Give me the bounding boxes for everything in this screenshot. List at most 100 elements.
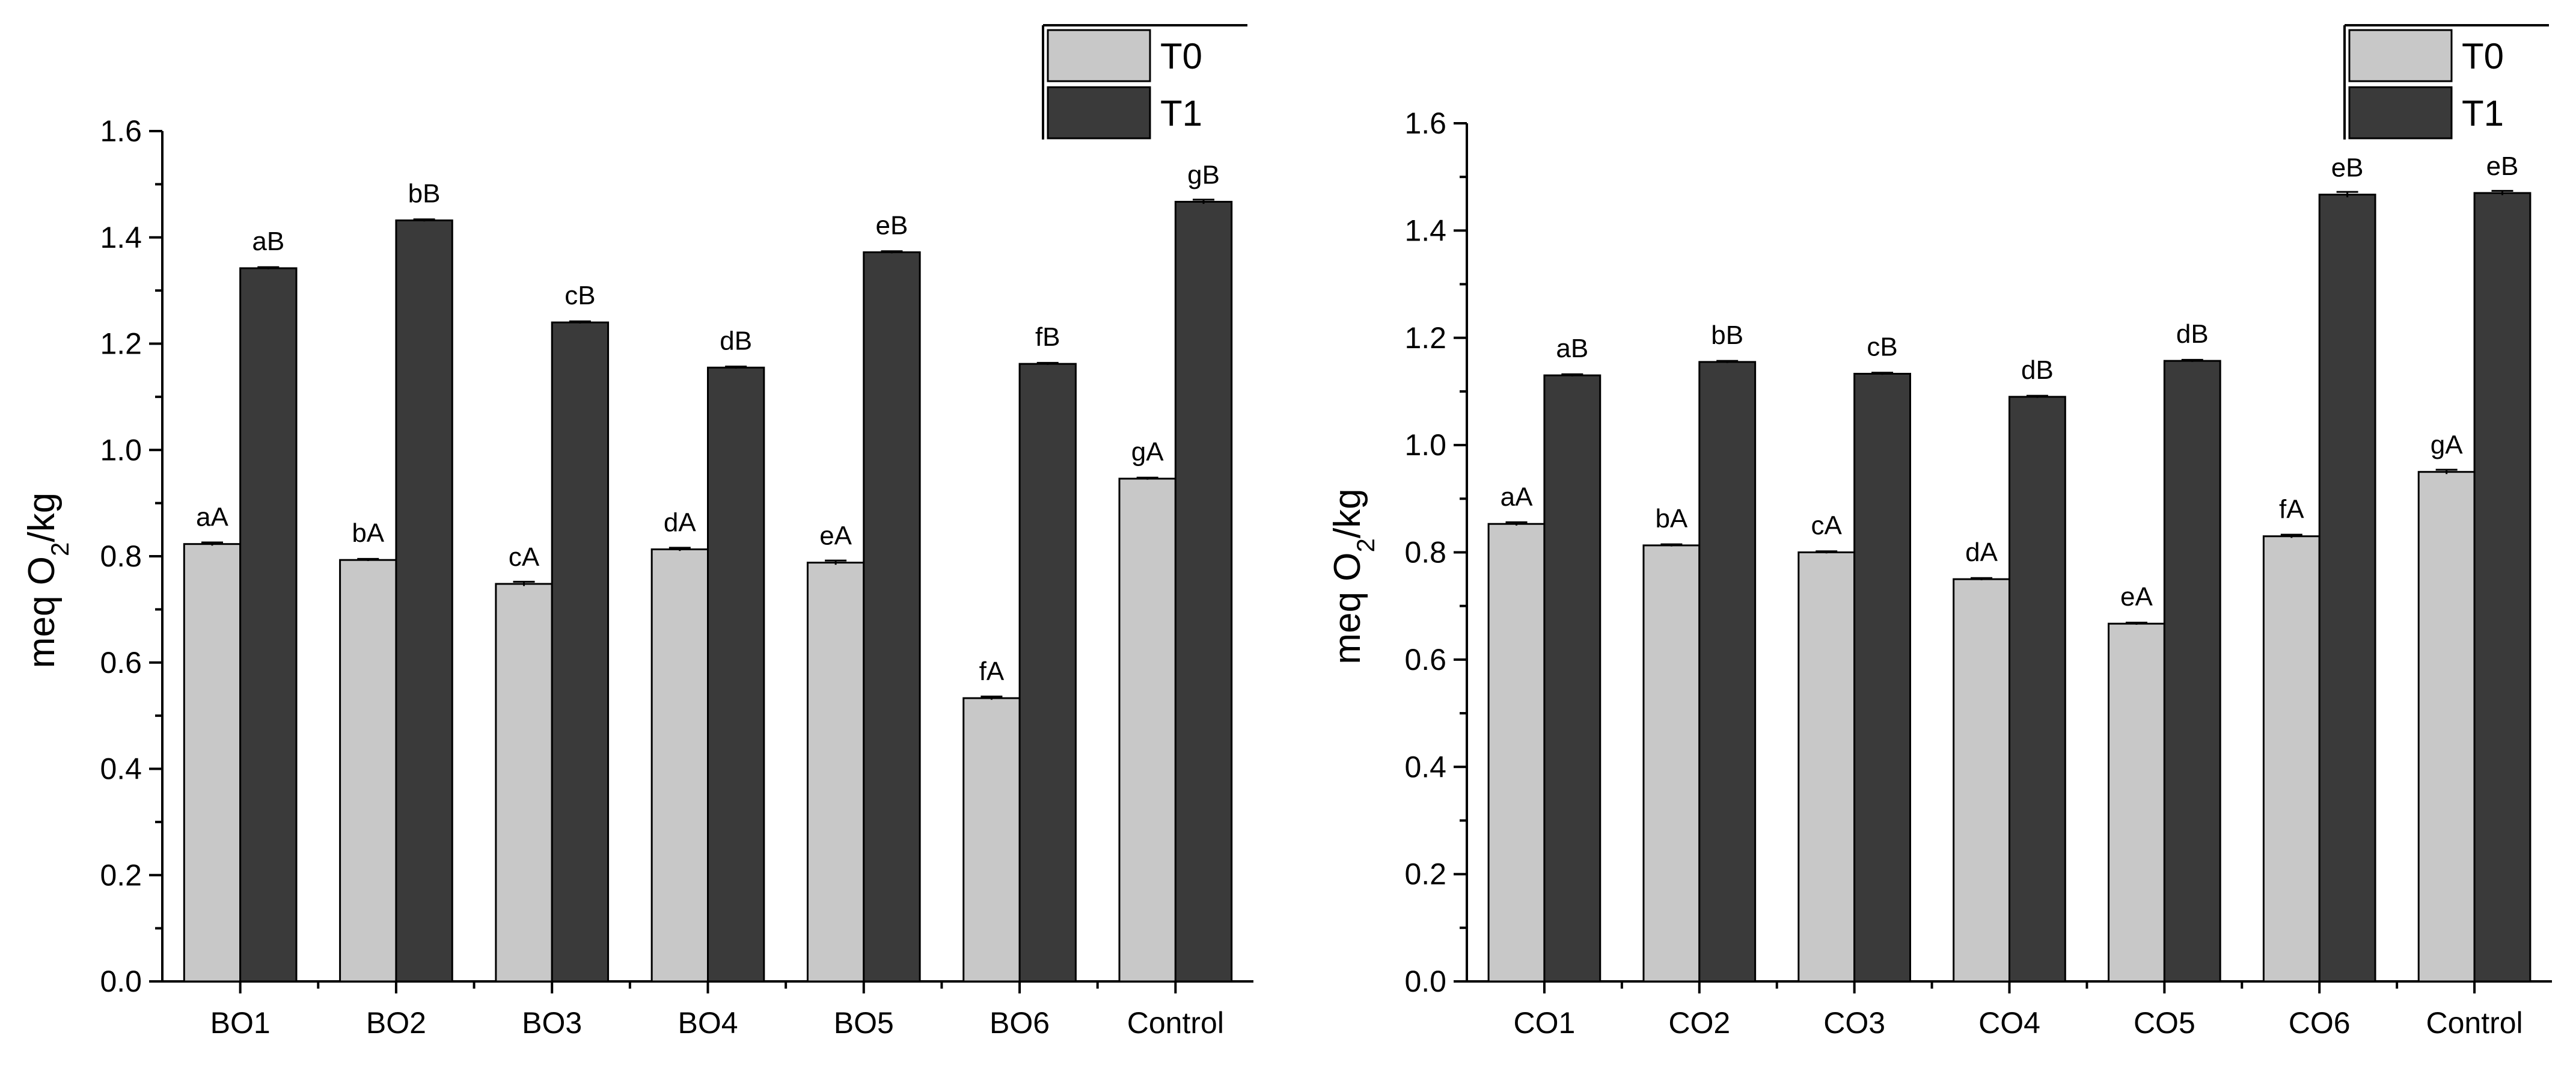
legend-swatch-t1	[1047, 86, 1151, 140]
bar-t1	[2163, 360, 2221, 983]
legend-swatch-t0	[2348, 29, 2453, 82]
bar-t0	[1487, 523, 1546, 983]
y-tick-label: 1.4	[1404, 213, 1446, 247]
bar-t1	[239, 267, 298, 983]
y-tick-label: 0.8	[100, 539, 142, 573]
y-tick-label: 0.6	[1404, 643, 1446, 677]
bar-t0	[1642, 544, 1701, 983]
y-tick-label: 1.2	[1404, 321, 1446, 355]
bar-t0	[1118, 477, 1176, 983]
bar-significance-label: cA	[1811, 511, 1843, 541]
bar-significance-label: bB	[408, 179, 441, 208]
bar-significance-label: dA	[664, 508, 696, 538]
bar-t0	[806, 562, 865, 983]
bar-t1	[1698, 361, 1757, 983]
bar-significance-label: eB	[876, 210, 908, 240]
y-axis-label-tail: /kg	[1327, 488, 1368, 538]
x-category-label: CO3	[1823, 1006, 1885, 1040]
x-category-label: CO1	[1514, 1006, 1576, 1040]
y-axis-label: meq O2/kg	[1327, 488, 1380, 664]
bar-t1	[551, 321, 610, 983]
left-chart-panel: 0.0 0.2 0.4 0.6 0.8 1.0 1.2 1.4 1.6 meq O2/kg BO1 a…	[21, 24, 1253, 1040]
bar-t0	[962, 697, 1021, 983]
bar-significance-label: aA	[1501, 482, 1533, 512]
bar-significance-label: eB	[2486, 152, 2519, 181]
y-tick-label: 0.4	[1404, 750, 1446, 784]
bar-significance-label: fB	[1035, 322, 1060, 352]
x-category-label: CO5	[2134, 1006, 2195, 1040]
bar-significance-label: cB	[1867, 333, 1897, 362]
bar-significance-label: eB	[2331, 153, 2364, 183]
y-tick-label: 1.0	[1404, 428, 1446, 462]
bar-significance-label: dB	[2021, 355, 2054, 385]
bar-significance-label: dA	[1965, 538, 1998, 567]
bar-significance-label: aB	[252, 227, 284, 256]
bar-significance-label: dB	[2176, 319, 2209, 349]
y-tick-label: 0.8	[1404, 536, 1446, 569]
bar-significance-label: eA	[819, 521, 852, 551]
bar-t0	[1953, 578, 2010, 983]
x-category-label: Control	[2426, 1006, 2522, 1040]
legend-swatch-t0	[1047, 29, 1151, 82]
x-category-label: CO6	[2289, 1006, 2351, 1040]
y-tick-label: 0.2	[100, 858, 142, 892]
bar-significance-label: cA	[509, 542, 540, 572]
bar-t0	[495, 583, 553, 983]
bar-t1	[2473, 192, 2532, 983]
bar-t1	[1174, 201, 1233, 983]
bar-t1	[1853, 373, 1911, 983]
bar-significance-label: bA	[1655, 504, 1687, 533]
bar-significance-label: fA	[2279, 495, 2304, 524]
x-category-label: CO4	[1978, 1006, 2040, 1040]
y-tick-label: 1.4	[100, 221, 142, 254]
bar-t1	[707, 366, 765, 983]
legend-label-t1: T1	[1160, 93, 1202, 134]
bar-t1	[2318, 194, 2376, 983]
y-axis-label-subscript: 2	[46, 542, 74, 556]
bar-t1	[863, 251, 921, 983]
bar-t0	[1797, 551, 1856, 983]
bar-significance-label: bA	[352, 518, 384, 548]
bar-t0	[2108, 622, 2165, 983]
bar-significance-label: gA	[2431, 431, 2463, 460]
y-tick-label: 1.2	[100, 327, 142, 361]
bar-t0	[2262, 535, 2321, 983]
y-tick-label: 0.0	[100, 965, 142, 998]
y-tick-label: 0.2	[1404, 858, 1446, 891]
y-axis-label-main: meq O	[21, 556, 63, 668]
y-axis-label-subscript: 2	[1351, 538, 1380, 552]
bar-t1	[2008, 396, 2066, 983]
bar-significance-label: gB	[1187, 161, 1220, 190]
y-axis-label-main: meq O	[1327, 553, 1368, 664]
bar-t1	[1543, 374, 1602, 983]
y-tick-label: 1.6	[1404, 106, 1446, 140]
legend-label-t0: T0	[2462, 36, 2504, 76]
x-category-label: CO2	[1668, 1006, 1730, 1040]
bar-t0	[650, 548, 709, 983]
bar-significance-label: dB	[720, 326, 752, 355]
bar-significance-label: gA	[1131, 437, 1164, 467]
x-category-label: Control	[1127, 1006, 1224, 1040]
bar-significance-label: aA	[196, 503, 228, 532]
y-tick-label: 0.4	[100, 752, 142, 786]
bar-significance-label: aB	[1556, 334, 1588, 363]
y-tick-label: 1.6	[100, 114, 142, 148]
bar-significance-label: cB	[564, 281, 595, 310]
bar-t1	[395, 219, 453, 983]
x-category-label: BO1	[210, 1006, 271, 1040]
bar-significance-label: fA	[979, 657, 1005, 686]
legend-label-t0: T0	[1160, 36, 1202, 76]
x-category-label: BO3	[522, 1006, 582, 1040]
y-axis-label: meq O2/kg	[21, 493, 74, 668]
bar-significance-label: bB	[1711, 321, 1743, 350]
bar-significance-label: eA	[2120, 582, 2153, 612]
x-category-label: BO4	[678, 1006, 738, 1040]
bar-t0	[183, 543, 242, 983]
x-category-label: BO2	[366, 1006, 426, 1040]
legend-swatch-t1	[2348, 86, 2453, 140]
right-chart-panel: 0.0 0.2 0.4 0.6 0.8 1.0 1.2 1.4 1.6 meq O2/kg CO1 a…	[1327, 24, 2552, 1040]
x-category-label: BO5	[834, 1006, 894, 1040]
legend-label-t1: T1	[2462, 93, 2504, 134]
y-axis-label-tail: /kg	[21, 493, 63, 542]
